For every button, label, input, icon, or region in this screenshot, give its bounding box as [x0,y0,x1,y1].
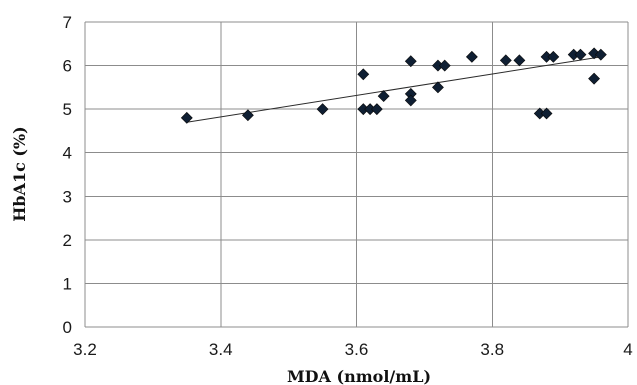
x-tick-label: 3.4 [209,340,233,359]
data-point [432,81,444,94]
data-point [574,48,587,61]
data-point [540,107,553,120]
data-point [357,68,370,81]
y-tick-label: 6 [63,57,72,76]
data-point [513,54,526,67]
data-point [547,50,560,63]
x-tick-label: 3.6 [345,340,369,359]
data-point [241,109,254,122]
y-tick-label: 5 [63,100,72,119]
data-point [404,55,417,68]
grid [84,21,629,328]
data-point [404,94,417,107]
y-tick-label: 3 [63,187,72,206]
x-tick-label: 3.8 [480,340,504,359]
y-tick-label: 0 [63,318,72,337]
x-tick-label: 4 [623,340,632,359]
trendline [186,56,601,123]
data-point [180,111,193,124]
y-tick-label: 4 [63,144,72,163]
y-tick-label: 7 [63,13,72,32]
data-point [377,90,390,102]
data-points [180,47,607,124]
trendline-layer [186,56,601,123]
tick-labels: 0 1 2 3 4 5 6 7 3.2 3.4 3.6 3.8 4 [63,13,633,359]
x-axis-title: MDA (nmol/mL) [287,367,431,385]
data-point [588,72,600,85]
data-point [316,103,329,116]
data-point [465,50,478,63]
y-tick-label: 2 [63,231,72,250]
data-point [370,103,383,116]
data-point [594,48,607,61]
y-axis-title: HbA1c (%) [10,126,29,222]
data-point [438,59,451,72]
data-point [499,54,512,67]
y-tick-label: 1 [63,274,72,293]
x-tick-label: 3.2 [73,340,97,359]
